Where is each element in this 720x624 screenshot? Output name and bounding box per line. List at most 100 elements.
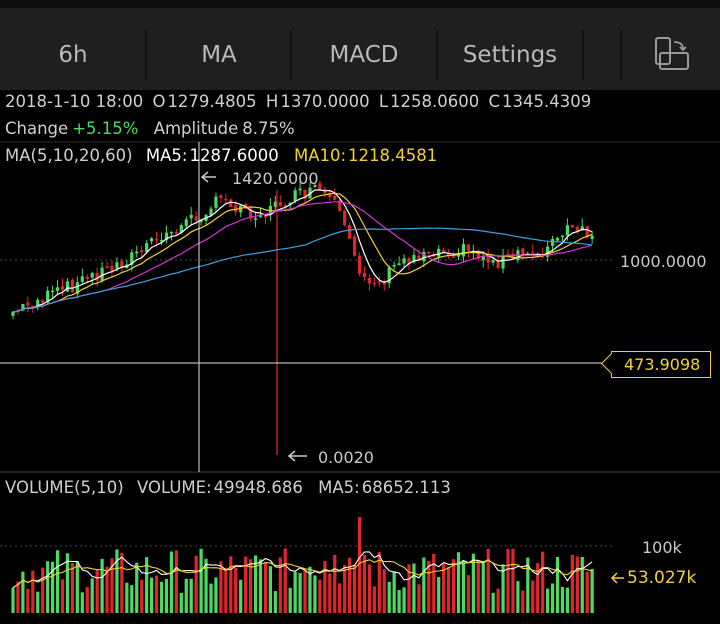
volume-bar	[348, 557, 352, 613]
volume-bar	[273, 591, 277, 613]
candle-body	[100, 267, 104, 281]
open-label: O	[152, 92, 166, 111]
volume-bar	[249, 559, 253, 613]
ma10-value: 1218.4581	[348, 146, 438, 165]
volume-legend-title: VOLUME(5,10)	[5, 478, 124, 497]
volume-bar	[585, 571, 589, 613]
candle-body	[164, 232, 169, 240]
candle-body	[159, 240, 164, 242]
candle-body	[417, 255, 421, 260]
volume-bar	[486, 548, 490, 613]
volume-bar	[179, 592, 183, 613]
volume-bar	[263, 562, 268, 613]
candle-body	[303, 190, 307, 199]
amplitude-label: Amplitude	[153, 119, 239, 138]
change-readout: Change +5.15% Amplitude 8.75%	[5, 119, 299, 138]
volume-bar	[550, 583, 555, 613]
candle-body	[288, 202, 292, 205]
tab-ma[interactable]: MA	[201, 42, 237, 68]
change-label: Change	[5, 119, 69, 138]
candle-body	[36, 299, 40, 308]
volume-bar	[46, 561, 50, 613]
candle-body	[318, 183, 322, 190]
candle-body	[555, 237, 560, 241]
candle-body	[229, 199, 233, 208]
max-price-marker: 1420.0000	[232, 169, 319, 188]
candle-body	[60, 286, 65, 290]
ma-legend-title: MA(5,10,20,60)	[5, 146, 133, 165]
candle-body	[154, 238, 159, 241]
volume-bar	[244, 556, 248, 613]
candle-body	[21, 304, 25, 311]
volume-bar	[357, 517, 362, 613]
volume-bar	[516, 581, 520, 613]
candle-body	[283, 205, 287, 207]
toolbar-divider	[620, 30, 622, 80]
candle-body	[26, 302, 30, 306]
volume-bar	[194, 555, 198, 613]
tab-interval[interactable]: 6h	[58, 42, 88, 68]
volume-bar	[150, 577, 154, 613]
change-value: +5.15%	[72, 119, 139, 138]
volume-bar	[511, 548, 515, 613]
candle-body	[41, 300, 45, 303]
volume-bar	[145, 557, 149, 613]
volume-bar	[437, 577, 441, 613]
chart-toolbar: 6h MA MACD Settings	[0, 0, 720, 90]
volume-ma5-line	[12, 551, 593, 589]
volume-bar	[422, 557, 426, 613]
candle-body	[348, 225, 352, 239]
volume-ma10-line	[12, 559, 593, 589]
candle-body	[273, 201, 277, 207]
volume-bar	[580, 556, 584, 613]
candle-body	[253, 218, 258, 220]
candle-body	[338, 200, 342, 212]
volume-bar	[590, 568, 594, 613]
max-arrow-icon	[200, 171, 216, 183]
volume-bar	[313, 575, 317, 613]
volume-ma5-label: MA5:	[318, 478, 360, 497]
volume-bar	[377, 552, 381, 613]
toolbar-divider	[436, 30, 438, 80]
open-value: 1279.4805	[167, 92, 257, 111]
tab-settings[interactable]: Settings	[462, 42, 558, 68]
candle-body	[214, 196, 218, 208]
volume-bar	[21, 571, 25, 613]
price-ma-lines	[12, 189, 593, 313]
candle-body	[382, 281, 386, 285]
volume-bar	[199, 548, 203, 613]
ma10-line	[12, 192, 593, 313]
volume-bar	[36, 591, 40, 613]
tab-macd[interactable]: MACD	[329, 42, 399, 68]
volume-bar	[412, 563, 416, 613]
volume-bar	[164, 578, 169, 613]
candle-body	[169, 231, 173, 234]
candle-body	[570, 224, 574, 228]
volume-bar	[174, 550, 178, 613]
volume-bar	[442, 563, 446, 613]
candle-body	[140, 250, 144, 253]
candle-body	[466, 244, 470, 251]
low-label: L	[378, 92, 389, 111]
candle-body	[565, 225, 569, 236]
candle-body	[31, 305, 35, 309]
volume-bar	[382, 569, 386, 613]
candle-body	[531, 252, 535, 256]
volume-bar	[41, 567, 45, 613]
volume-bar	[471, 553, 475, 613]
candle-body	[313, 185, 317, 187]
volume-cursor-arrow-icon	[610, 572, 624, 584]
landscape-rotate-button[interactable]	[652, 36, 692, 76]
candle-body	[362, 272, 367, 278]
volume-bar	[372, 586, 376, 613]
candle-body	[90, 272, 94, 278]
volume-bar	[31, 570, 35, 613]
min-price-marker: 0.0020	[318, 448, 374, 467]
volume-bar	[560, 586, 565, 613]
volume-bar	[95, 570, 99, 613]
volume-bar	[85, 587, 89, 613]
volume-label: VOLUME:	[136, 478, 212, 497]
volume-bar	[125, 582, 129, 613]
